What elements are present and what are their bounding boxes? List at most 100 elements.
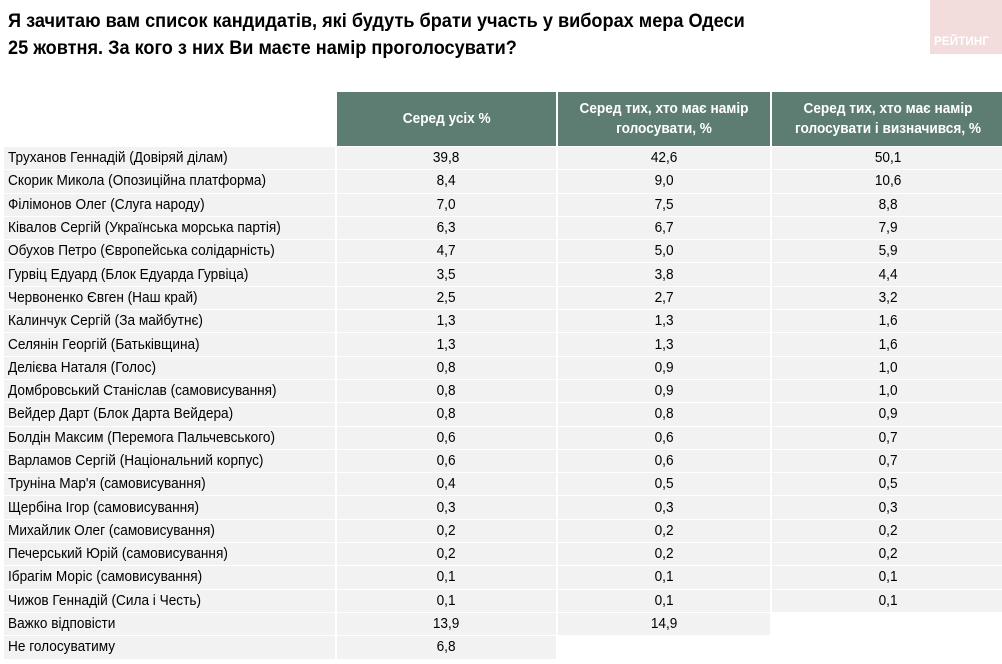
value-all: 39,8 bbox=[337, 147, 556, 170]
value-decided: 5,9 bbox=[772, 240, 1002, 263]
candidate-name: Делієва Наталя (Голос) bbox=[4, 356, 335, 379]
value-decided: 0,5 bbox=[772, 473, 1002, 496]
value-all: 2,5 bbox=[337, 286, 556, 310]
value-voting: 42,6 bbox=[558, 147, 770, 170]
candidate-name: Домбровський Станіслав (самовисування) bbox=[4, 379, 335, 403]
candidate-name: Червоненко Євген (Наш край) bbox=[4, 286, 335, 310]
candidate-name: Чижов Геннадій (Сила і Честь) bbox=[4, 589, 335, 612]
value-voting: 0,5 bbox=[558, 473, 770, 496]
value-voting: 2,7 bbox=[558, 286, 770, 310]
table-row: Селянін Георгій (Батьківщина) 1,3 1,3 1,6 bbox=[4, 333, 1002, 356]
candidate-name: Труханов Геннадій (Довіряй ділам) bbox=[4, 147, 335, 170]
table-row: Ібрагім Моріс (самовисування) 0,1 0,1 0,1 bbox=[4, 566, 1002, 589]
title-line-2: 25 жовтня. За кого з них Ви маєте намір … bbox=[8, 37, 517, 59]
value-all: 0,1 bbox=[337, 589, 556, 612]
table-row: Варламов Сергій (Національний корпус) 0,6… bbox=[4, 449, 1002, 473]
value-voting: 7,5 bbox=[558, 193, 770, 216]
value-decided: 7,9 bbox=[772, 216, 1002, 240]
candidate-name: Михайлик Олег (самовисування) bbox=[4, 519, 335, 543]
logo-text: РЕЙТИНГ bbox=[934, 36, 990, 48]
value-all: 0,4 bbox=[337, 473, 556, 496]
value-voting: 9,0 bbox=[558, 170, 770, 193]
table-row: Важко відповісти 13,9 14,9 bbox=[4, 612, 1002, 636]
candidate-name: Ківалов Сергій (Українська морська парті… bbox=[4, 216, 335, 240]
value-decided bbox=[772, 613, 1002, 635]
value-decided: 1,0 bbox=[772, 379, 1002, 403]
value-all: 8,4 bbox=[337, 170, 556, 193]
table-row: Калинчук Сергій (За майбутнє) 1,3 1,3 1,6 bbox=[4, 310, 1002, 333]
value-decided: 0,7 bbox=[772, 426, 1002, 449]
value-voting: 1,3 bbox=[558, 310, 770, 333]
value-all: 0,1 bbox=[337, 566, 556, 589]
table-row: Не голосуватиму 6,8 bbox=[4, 636, 1002, 659]
value-voting: 0,9 bbox=[558, 379, 770, 403]
table-row: Михайлик Олег (самовисування) 0,2 0,2 0,2 bbox=[4, 519, 1002, 543]
value-voting: 0,6 bbox=[558, 426, 770, 449]
table-row: Домбровський Станіслав (самовисування) 0,… bbox=[4, 379, 1002, 403]
table-row: Труніна Мар'я (самовисування) 0,4 0,5 0,5 bbox=[4, 473, 1002, 496]
value-all: 7,0 bbox=[337, 193, 556, 216]
value-decided: 1,6 bbox=[772, 310, 1002, 333]
value-all: 0,2 bbox=[337, 543, 556, 566]
value-decided: 0,9 bbox=[772, 403, 1002, 426]
value-voting: 5,0 bbox=[558, 240, 770, 263]
value-voting: 14,9 bbox=[558, 612, 770, 636]
table-row: Філімонов Олег (Слуга народу) 7,0 7,5 8,8 bbox=[4, 193, 1002, 216]
table-row: Гурвіц Едуард (Блок Едуарда Гурвіца) 3,5 3… bbox=[4, 263, 1002, 286]
table-row: Скорик Микола (Опозиційна платформа) 8,4 9… bbox=[4, 170, 1002, 193]
value-all: 6,8 bbox=[337, 636, 556, 659]
value-decided: 3,2 bbox=[772, 286, 1002, 310]
value-all: 0,6 bbox=[337, 449, 556, 473]
candidate-name: Вейдер Дарт (Блок Дарта Вейдера) bbox=[4, 403, 335, 426]
table-row: Червоненко Євген (Наш край) 2,5 2,7 3,2 bbox=[4, 286, 1002, 310]
value-voting: 0,2 bbox=[558, 519, 770, 543]
table-row: Делієва Наталя (Голос) 0,8 0,9 1,0 bbox=[4, 356, 1002, 379]
value-decided: 1,6 bbox=[772, 333, 1002, 356]
candidate-name: Калинчук Сергій (За майбутнє) bbox=[4, 310, 335, 333]
value-decided: 1,0 bbox=[772, 356, 1002, 379]
value-voting: 0,1 bbox=[558, 566, 770, 589]
value-all: 1,3 bbox=[337, 333, 556, 356]
rating-logo: РЕЙТИНГ bbox=[930, 0, 1002, 54]
value-decided: 0,1 bbox=[772, 566, 1002, 589]
candidate-name: Важко відповісти bbox=[4, 612, 335, 636]
value-decided: 0,1 bbox=[772, 589, 1002, 612]
value-voting: 1,3 bbox=[558, 333, 770, 356]
table-header-row: Серед усіх % Серед тих, хто має намір го… bbox=[4, 92, 1002, 146]
value-all: 3,5 bbox=[337, 263, 556, 286]
poll-results-table: Серед усіх % Серед тих, хто має намір го… bbox=[2, 91, 1002, 660]
candidate-name: Болдін Максим (Перемога Пальчевського) bbox=[4, 426, 335, 449]
value-all: 4,7 bbox=[337, 240, 556, 263]
title-line-1: Я зачитаю вам список кандидатів, які буд… bbox=[8, 10, 745, 32]
value-decided: 4,4 bbox=[772, 263, 1002, 286]
candidate-name: Варламов Сергій (Національний корпус) bbox=[4, 449, 335, 473]
table-row: Болдін Максим (Перемога Пальчевського) 0,… bbox=[4, 426, 1002, 449]
candidate-name: Селянін Георгій (Батьківщина) bbox=[4, 333, 335, 356]
table-row: Чижов Геннадій (Сила і Честь) 0,1 0,1 0,1 bbox=[4, 589, 1002, 612]
table-row: Труханов Геннадій (Довіряй ділам) 39,8 42,… bbox=[4, 147, 1002, 170]
value-all: 0,8 bbox=[337, 403, 556, 426]
value-decided: 8,8 bbox=[772, 193, 1002, 216]
value-all: 6,3 bbox=[337, 216, 556, 240]
value-all: 13,9 bbox=[337, 612, 556, 636]
value-all: 0,8 bbox=[337, 379, 556, 403]
value-all: 0,8 bbox=[337, 356, 556, 379]
candidate-name: Скорик Микола (Опозиційна платформа) bbox=[4, 170, 335, 193]
table-row: Ківалов Сергій (Українська морська парті… bbox=[4, 216, 1002, 240]
value-voting: 0,2 bbox=[558, 543, 770, 566]
candidate-name: Щербіна Ігор (самовисування) bbox=[4, 496, 335, 519]
value-decided: 10,6 bbox=[772, 170, 1002, 193]
value-decided: 0,2 bbox=[772, 543, 1002, 566]
value-decided bbox=[772, 636, 1002, 658]
candidate-name: Труніна Мар'я (самовисування) bbox=[4, 473, 335, 496]
value-all: 1,3 bbox=[337, 310, 556, 333]
value-voting: 3,8 bbox=[558, 263, 770, 286]
value-voting: 0,1 bbox=[558, 589, 770, 612]
table-row: Обухов Петро (Європейська солідарність) 4… bbox=[4, 240, 1002, 263]
candidate-name: Філімонов Олег (Слуга народу) bbox=[4, 193, 335, 216]
table-row: Печерський Юрій (самовисування) 0,2 0,2 0,2 bbox=[4, 543, 1002, 566]
value-decided: 0,7 bbox=[772, 449, 1002, 473]
candidate-name: Гурвіц Едуард (Блок Едуарда Гурвіца) bbox=[4, 263, 335, 286]
value-all: 0,2 bbox=[337, 519, 556, 543]
value-all: 0,3 bbox=[337, 496, 556, 519]
